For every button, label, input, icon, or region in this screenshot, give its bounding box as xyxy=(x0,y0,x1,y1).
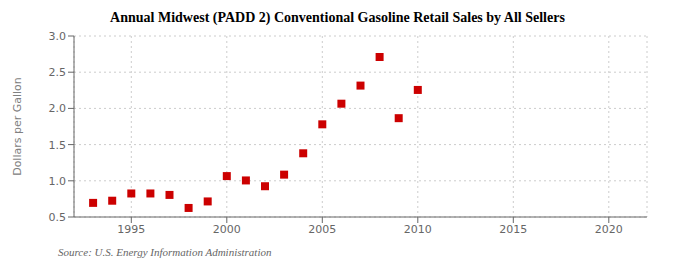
svg-text:2005: 2005 xyxy=(308,223,336,236)
svg-text:2010: 2010 xyxy=(404,223,432,236)
svg-text:1.5: 1.5 xyxy=(49,139,67,152)
svg-text:2.5: 2.5 xyxy=(49,66,67,79)
svg-text:Dollars per Gallon: Dollars per Gallon xyxy=(11,77,24,176)
svg-text:0.5: 0.5 xyxy=(49,211,67,224)
html-text:Source: U.S. Energy Informatio: Source: U.S. Energy Information Administ… xyxy=(58,246,272,258)
svg-text:2.0: 2.0 xyxy=(49,102,67,115)
html-text:Annual Midwest (PADD 2) Conven: Annual Midwest (PADD 2) Conventional Gas… xyxy=(110,10,565,25)
svg-text:1995: 1995 xyxy=(117,223,145,236)
svg-text:2020: 2020 xyxy=(595,223,623,236)
svg-text:2000: 2000 xyxy=(213,223,241,236)
svg-text:2015: 2015 xyxy=(499,223,527,236)
svg-text:3.0: 3.0 xyxy=(49,30,67,43)
svg-text:1.0: 1.0 xyxy=(49,175,67,188)
